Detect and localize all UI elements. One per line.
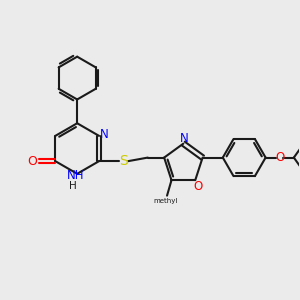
Text: N: N (100, 128, 109, 141)
Text: S: S (119, 154, 128, 168)
Text: methyl: methyl (153, 198, 178, 204)
Text: O: O (275, 151, 285, 164)
Text: N: N (180, 132, 188, 145)
Text: O: O (28, 154, 38, 168)
Text: H: H (69, 181, 76, 191)
Text: NH: NH (67, 169, 84, 182)
Text: O: O (193, 180, 202, 193)
